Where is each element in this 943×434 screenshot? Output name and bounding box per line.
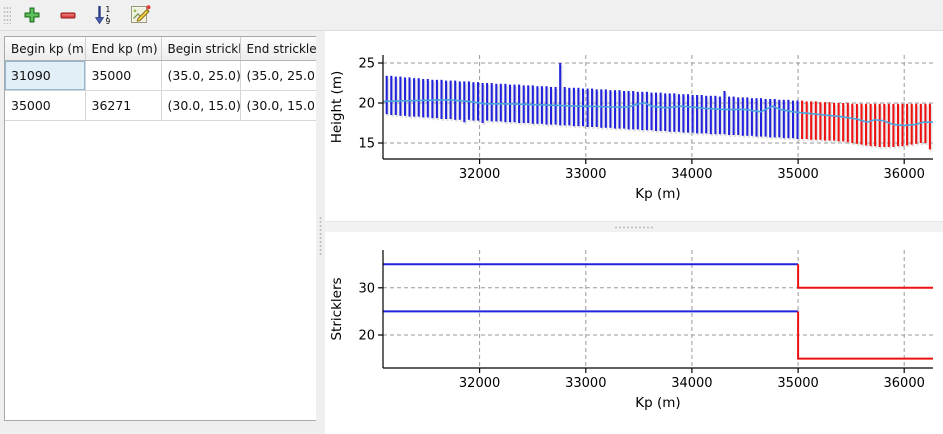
cell-begin-kp[interactable]: 31090 bbox=[5, 60, 86, 91]
svg-text:Height (m): Height (m) bbox=[329, 71, 345, 144]
svg-text:9: 9 bbox=[106, 17, 111, 26]
sort-descending-icon: 1 9 bbox=[94, 5, 111, 26]
cell-begin-strickler[interactable]: (30.0, 15.0) bbox=[161, 90, 241, 121]
svg-text:20: 20 bbox=[358, 329, 375, 344]
charts-panel: 15 20 25 32000 33000 34000 35000 36000 Kp (m) Hei… bbox=[325, 31, 943, 434]
column-header-begin-strickler[interactable]: Begin strickler bbox=[161, 37, 241, 61]
height-profile-svg[interactable]: 15 20 25 32000 33000 34000 35000 36000 Kp (m) Hei… bbox=[325, 31, 943, 221]
svg-text:35000: 35000 bbox=[777, 376, 818, 391]
svg-text:33000: 33000 bbox=[565, 167, 606, 182]
table-row[interactable]: 31090 35000 (35.0, 25.0) (35.0, 25.0) bbox=[5, 60, 316, 91]
add-row-button[interactable] bbox=[14, 0, 50, 30]
cell-begin-strickler[interactable]: (35.0, 25.0) bbox=[161, 60, 241, 91]
sort-descending-button[interactable]: 1 9 bbox=[86, 0, 122, 30]
stricklers-table-frame[interactable]: Begin kp (m) End kp (m) Begin strickler … bbox=[4, 36, 317, 421]
svg-text:1: 1 bbox=[106, 5, 111, 14]
stricklers-table[interactable]: Begin kp (m) End kp (m) Begin strickler … bbox=[5, 37, 316, 121]
svg-text:20: 20 bbox=[358, 97, 375, 112]
svg-text:25: 25 bbox=[358, 57, 375, 72]
vertical-splitter[interactable] bbox=[316, 31, 325, 434]
left-panel: Begin kp (m) End kp (m) Begin strickler … bbox=[0, 31, 317, 434]
svg-text:Kp (m): Kp (m) bbox=[635, 395, 680, 411]
plus-green-icon bbox=[24, 7, 40, 23]
svg-text:36000: 36000 bbox=[884, 167, 925, 182]
svg-text:32000: 32000 bbox=[459, 376, 500, 391]
minus-red-icon bbox=[60, 12, 76, 19]
cell-end-kp[interactable]: 35000 bbox=[85, 60, 162, 91]
svg-text:15: 15 bbox=[358, 137, 375, 152]
column-header-end-kp[interactable]: End kp (m) bbox=[85, 37, 162, 61]
stricklers-chart[interactable]: 20 30 32000 33000 34000 35000 36000 Kp (m) Stric… bbox=[325, 232, 943, 434]
svg-text:33000: 33000 bbox=[565, 376, 606, 391]
svg-text:Kp (m): Kp (m) bbox=[635, 186, 680, 202]
edit-note-icon bbox=[131, 5, 151, 23]
toolbar: 1 9 bbox=[0, 0, 943, 31]
toolbar-drag-handle[interactable] bbox=[3, 6, 11, 24]
splitter-grip-icon bbox=[319, 216, 322, 256]
height-profile-chart[interactable]: 15 20 25 32000 33000 34000 35000 36000 Kp (m) Hei… bbox=[325, 31, 943, 221]
svg-text:34000: 34000 bbox=[671, 376, 712, 391]
svg-text:Stricklers: Stricklers bbox=[329, 277, 345, 340]
svg-text:36000: 36000 bbox=[884, 376, 925, 391]
cell-end-strickler[interactable]: (30.0, 15.0) bbox=[240, 90, 316, 121]
column-header-end-strickler[interactable]: End strickler bbox=[240, 37, 316, 61]
svg-text:35000: 35000 bbox=[777, 167, 818, 182]
remove-row-button[interactable] bbox=[50, 0, 86, 30]
cell-end-strickler[interactable]: (35.0, 25.0) bbox=[240, 60, 316, 91]
svg-text:34000: 34000 bbox=[671, 167, 712, 182]
svg-text:30: 30 bbox=[358, 281, 375, 296]
stricklers-svg[interactable]: 20 30 32000 33000 34000 35000 36000 Kp (m) Stric… bbox=[325, 232, 943, 434]
table-row[interactable]: 35000 36271 (30.0, 15.0) (30.0, 15.0) bbox=[5, 90, 316, 121]
splitter-grip-icon bbox=[614, 226, 654, 229]
column-header-begin-kp[interactable]: Begin kp (m) bbox=[5, 37, 86, 61]
cell-end-kp[interactable]: 36271 bbox=[85, 90, 162, 121]
table-header-row: Begin kp (m) End kp (m) Begin strickler … bbox=[5, 37, 316, 61]
cell-begin-kp[interactable]: 35000 bbox=[5, 90, 86, 121]
svg-text:32000: 32000 bbox=[459, 167, 500, 182]
edit-note-button[interactable] bbox=[122, 0, 158, 30]
